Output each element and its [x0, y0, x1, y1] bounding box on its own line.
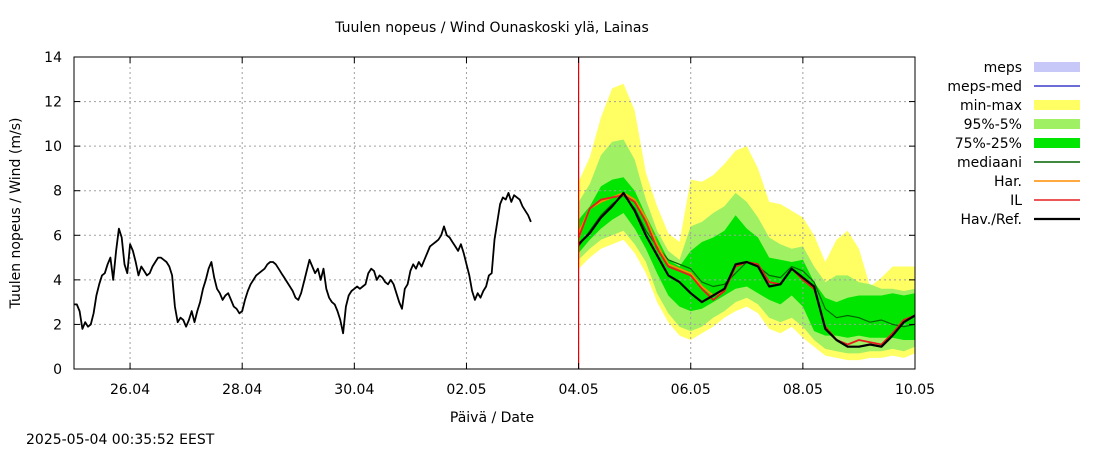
x-tick-label: 06.05: [671, 382, 711, 398]
legend-label-il: IL: [1010, 193, 1022, 209]
x-tick-label: 28.04: [222, 382, 262, 398]
x-tick-label: 08.05: [783, 382, 823, 398]
legend-swatch-minmax: [1034, 100, 1080, 110]
x-axis-label: Päivä / Date: [450, 410, 534, 426]
legend-swatch-meps: [1034, 62, 1080, 72]
series-observed: [74, 191, 532, 335]
series-har: [577, 192, 725, 297]
legend-label-minmax: min-max: [960, 98, 1022, 114]
legend-label-meps-med: meps-med: [947, 79, 1022, 95]
y-tick-label: 12: [44, 95, 62, 111]
y-tick-label: 0: [53, 362, 62, 378]
y-tick-label: 2: [53, 317, 62, 333]
legend-label-meps: meps: [984, 60, 1022, 76]
y-tick-label: 14: [44, 50, 62, 66]
timestamp: 2025-05-04 00:35:52 EEST: [26, 432, 215, 448]
plot-frame: [73, 56, 916, 370]
legend: meps meps-med min-max 95%-5% 75%-25% mediaani…: [947, 60, 1080, 228]
legend-swatch-p75-25: [1034, 138, 1080, 148]
x-tick-label: 26.04: [110, 382, 150, 398]
y-tick-label: 6: [53, 228, 62, 244]
series-observed-forecast-period: [577, 191, 916, 348]
legend-label-obs: Hav./Ref.: [960, 212, 1022, 228]
band-75-25: [578, 177, 915, 340]
y-axis-label: Tuulen nopeus / Wind (m/s): [8, 118, 24, 310]
x-tick-label: 10.05: [895, 382, 935, 398]
y-tick-label: 8: [53, 184, 62, 200]
legend-label-p75-25: 75%-25%: [955, 136, 1022, 152]
legend-label-p95-5: 95%-5%: [964, 117, 1022, 133]
legend-label-median: mediaani: [957, 155, 1022, 171]
x-tick-label: 02.05: [446, 382, 486, 398]
chart-title: Tuulen nopeus / Wind Ounaskoski ylä, Lai…: [334, 20, 649, 36]
legend-label-har: Har.: [994, 174, 1022, 190]
x-tick-label: 30.04: [334, 382, 374, 398]
x-tick-label: 04.05: [559, 382, 599, 398]
legend-swatch-p95-5: [1034, 119, 1080, 129]
y-tick-label: 10: [44, 139, 62, 155]
y-tick-label: 4: [53, 273, 62, 289]
